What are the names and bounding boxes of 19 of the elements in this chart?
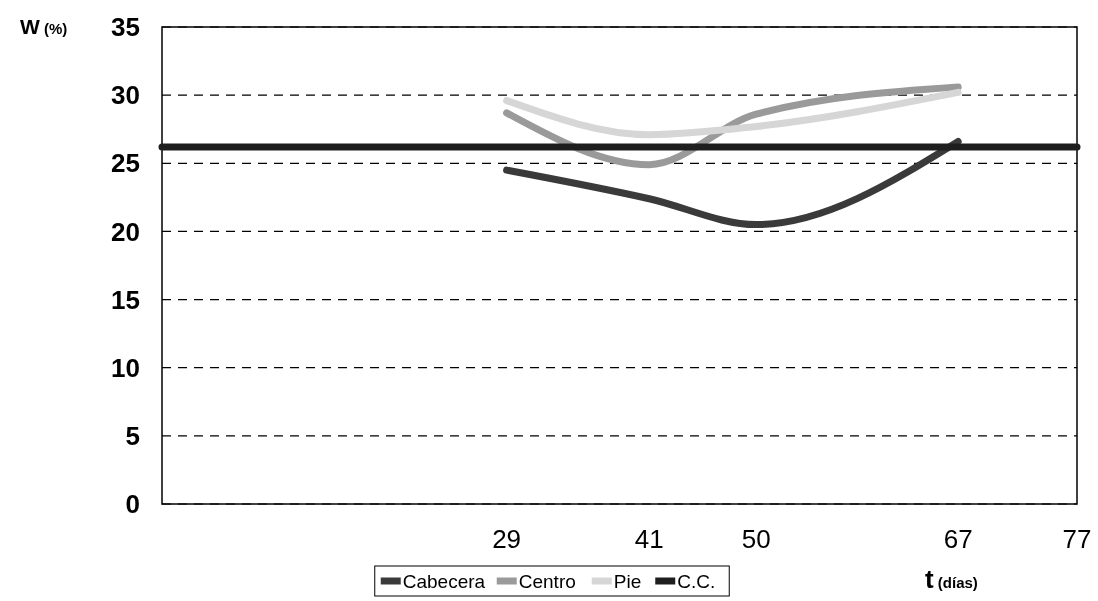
y-tick-label: 0 <box>125 489 140 520</box>
y-axis-title: W (%) <box>20 15 68 39</box>
legend-label: Pie <box>613 571 642 592</box>
x-tick-label: 41 <box>634 524 664 554</box>
legend-label: C.C. <box>677 571 716 592</box>
x-tick-label: 29 <box>492 524 522 554</box>
y-tick-label: 15 <box>111 284 140 315</box>
y-tick-label: 5 <box>125 420 140 451</box>
legend-label: Cabecera <box>402 571 486 592</box>
y-tick-label: 20 <box>111 216 140 247</box>
x-axis-title: t (días) <box>925 564 978 594</box>
x-tick-label: 50 <box>741 524 771 554</box>
y-tick-label: 10 <box>111 352 140 383</box>
x-tick-label: 77 <box>1062 524 1092 554</box>
x-tick-label: 67 <box>943 524 973 554</box>
y-tick-label: 35 <box>111 12 140 43</box>
legend-label: Centro <box>518 571 576 592</box>
y-tick-label: 30 <box>111 80 140 111</box>
y-tick-label: 25 <box>111 148 140 179</box>
